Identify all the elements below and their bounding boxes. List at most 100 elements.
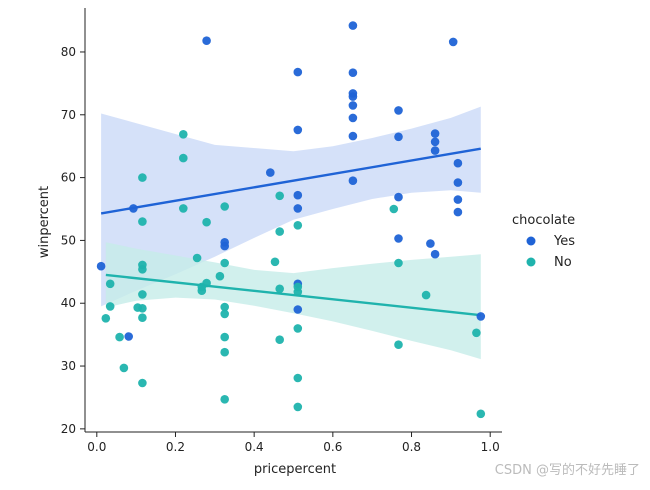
regression-line-no — [105, 273, 481, 317]
data-point-yes — [202, 36, 211, 45]
data-point-no — [293, 402, 303, 412]
y-tick-label: 20 — [61, 422, 76, 436]
y-tick-label: 60 — [61, 171, 76, 185]
data-point-no — [101, 314, 111, 323]
data-point-no — [138, 378, 147, 388]
data-point-no — [119, 363, 129, 373]
legend-marker-no — [526, 257, 536, 267]
x-ticks: 0.0 0.2 0.4 0.6 0.8 1.0 — [87, 432, 500, 454]
data-point-no — [394, 258, 403, 268]
data-point-yes — [293, 305, 303, 314]
data-point-no — [220, 309, 229, 319]
data-point-no — [293, 287, 303, 297]
data-point-no — [275, 284, 285, 294]
data-point-no — [293, 324, 303, 333]
data-point-yes — [448, 37, 458, 47]
x-tick-label: 0.0 — [87, 440, 106, 454]
data-point-no — [105, 279, 115, 289]
data-point-yes — [453, 207, 463, 217]
data-point-yes — [453, 195, 463, 204]
y-tick-label: 70 — [61, 108, 76, 122]
data-point-yes — [96, 261, 106, 271]
legend-title: chocolate — [512, 213, 575, 228]
x-tick-label: 0.8 — [402, 440, 421, 454]
y-axis-label: winpercent — [37, 186, 52, 258]
data-point-no — [394, 340, 403, 350]
data-point-yes — [394, 132, 403, 142]
data-point-yes — [124, 332, 133, 341]
data-point-no — [202, 278, 211, 288]
legend-label-yes: Yes — [553, 234, 575, 249]
data-point-no — [220, 302, 229, 312]
data-point-yes — [453, 158, 463, 168]
data-point-no — [138, 313, 147, 323]
data-point-yes — [394, 106, 403, 115]
data-point-no — [472, 328, 481, 338]
data-point-no — [179, 130, 188, 139]
data-point-yes — [293, 125, 303, 135]
legend-label-no: No — [554, 255, 572, 270]
data-point-no — [138, 217, 147, 226]
data-point-no — [220, 258, 229, 268]
y-ticks: 20 30 40 50 60 70 80 — [61, 45, 85, 436]
y-tick-label: 30 — [61, 359, 76, 373]
x-tick-label: 0.4 — [245, 440, 264, 454]
regression-line-yes — [100, 147, 481, 215]
data-point-yes — [348, 101, 358, 110]
data-point-no — [138, 173, 147, 182]
data-point-yes — [394, 192, 403, 202]
data-point-yes — [430, 129, 440, 138]
data-point-no — [220, 202, 229, 211]
data-point-no — [202, 217, 211, 227]
data-point-no — [179, 153, 188, 163]
y-tick-label: 40 — [61, 296, 76, 310]
data-point-no — [293, 221, 303, 230]
data-point-no — [133, 303, 142, 312]
regression-lines — [100, 147, 481, 317]
data-point-no — [192, 253, 202, 263]
data-point-yes — [293, 190, 303, 200]
axes: 0.0 0.2 0.4 0.6 0.8 1.0 20 30 40 50 60 70 80 pricep… — [37, 8, 502, 477]
y-tick-label: 50 — [61, 233, 76, 247]
data-point-no — [138, 265, 147, 274]
data-point-yes — [348, 92, 358, 101]
data-point-no — [138, 290, 147, 299]
data-point-yes — [394, 234, 403, 243]
watermark: CSDN @写的不好先睡了 — [494, 463, 640, 478]
data-point-yes — [348, 113, 358, 123]
data-point-no — [105, 302, 115, 311]
data-point-yes — [266, 168, 275, 177]
data-point-yes — [348, 68, 358, 77]
data-point-no — [275, 227, 285, 236]
data-point-no — [293, 373, 303, 383]
confidence-band-no — [105, 242, 481, 360]
data-point-no — [115, 332, 124, 342]
data-point-no — [270, 257, 280, 267]
legend-marker-yes — [526, 236, 536, 246]
data-point-yes — [430, 137, 440, 147]
data-point-no — [476, 409, 486, 419]
data-point-yes — [430, 146, 440, 155]
data-point-no — [275, 191, 285, 201]
data-point-yes — [293, 204, 303, 213]
data-point-no — [389, 204, 399, 214]
data-points — [96, 21, 486, 419]
data-point-no — [215, 271, 225, 281]
data-point-yes — [476, 312, 486, 321]
data-point-no — [220, 347, 229, 357]
legend: chocolate Yes No — [512, 213, 575, 270]
x-tick-label: 0.6 — [323, 440, 342, 454]
data-point-yes — [220, 241, 229, 251]
data-point-no — [220, 332, 229, 342]
data-point-yes — [426, 239, 435, 248]
data-point-yes — [293, 67, 303, 77]
data-point-yes — [348, 21, 358, 30]
data-point-yes — [348, 131, 358, 141]
data-point-yes — [129, 204, 138, 213]
y-tick-label: 80 — [61, 45, 76, 59]
data-point-no — [421, 290, 431, 300]
x-tick-label: 1.0 — [481, 440, 500, 454]
data-point-yes — [453, 178, 463, 187]
data-point-no — [220, 395, 229, 404]
